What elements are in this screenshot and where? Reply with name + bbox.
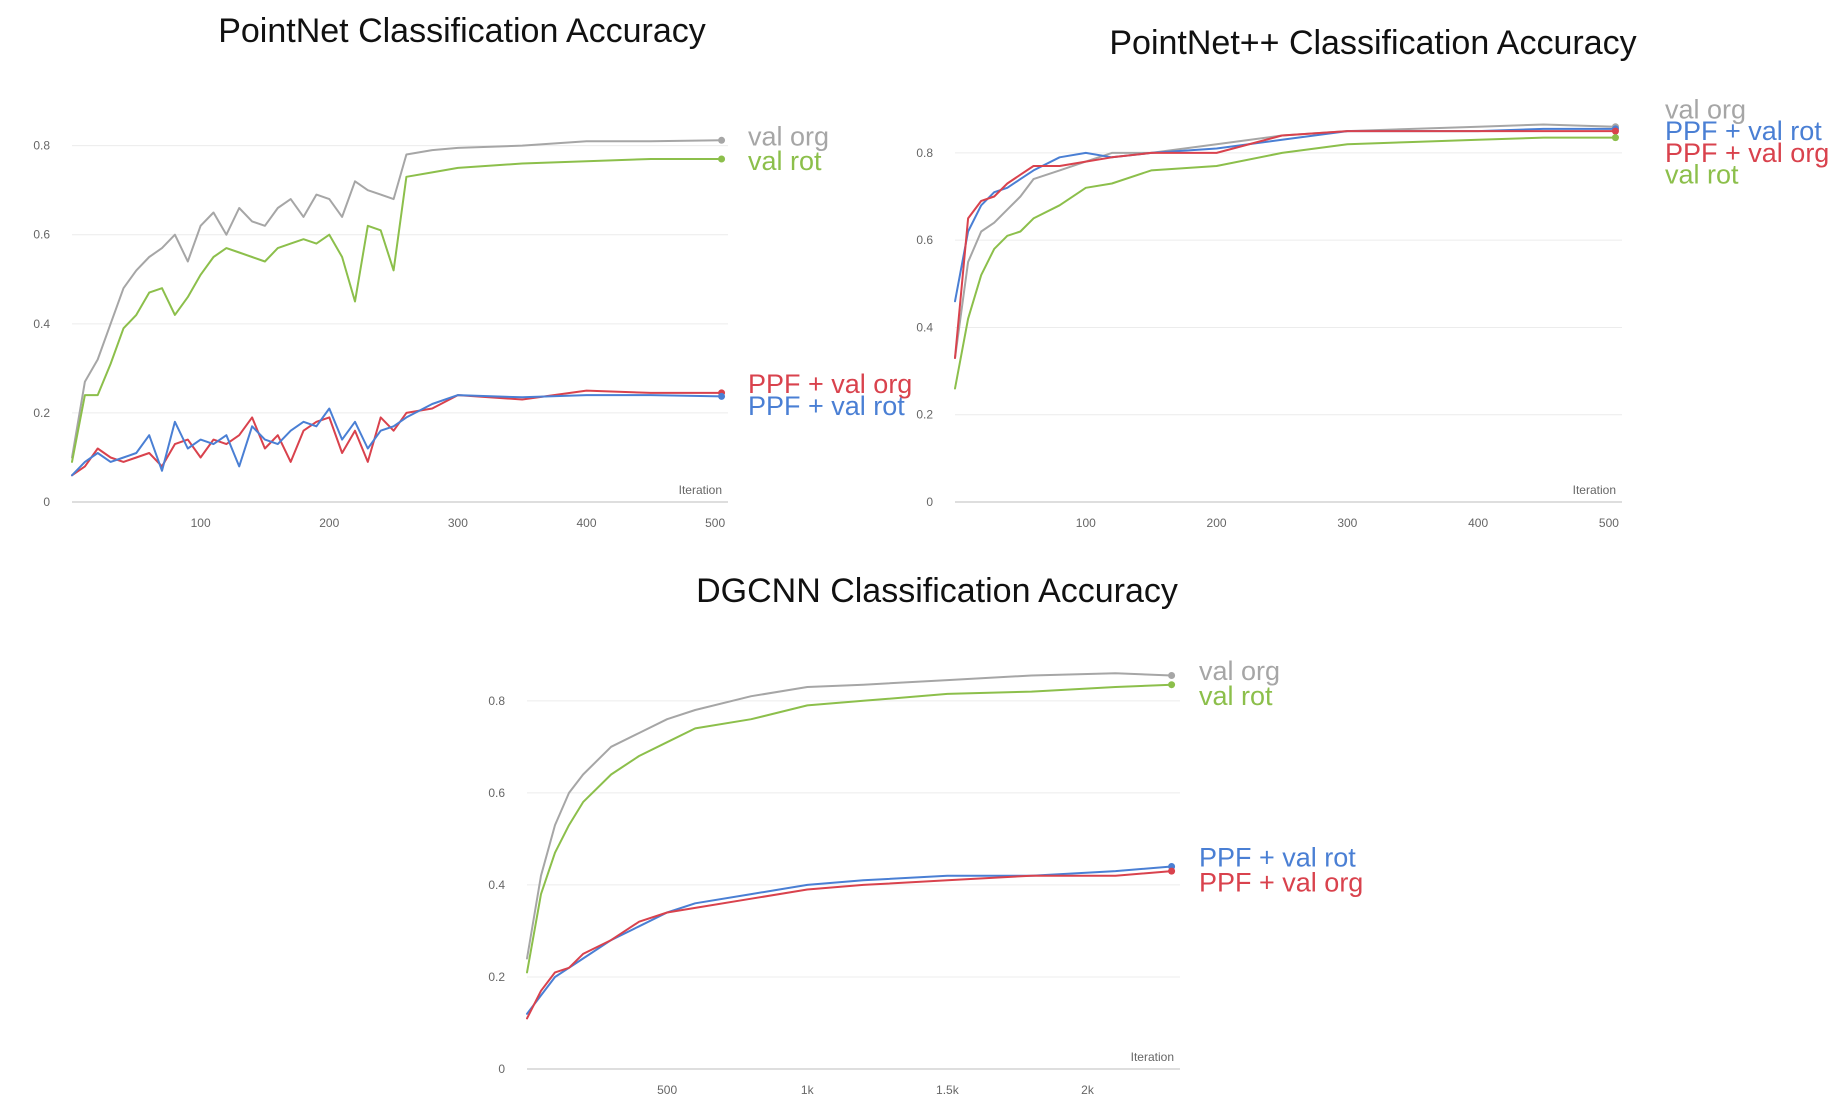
x-axis-label: Iteration — [679, 483, 722, 497]
series-label: PPF + val rot — [1665, 116, 1822, 146]
series-label: val rot — [748, 146, 822, 176]
series-end-marker — [718, 392, 726, 400]
chart-title: PointNet Classification Accuracy — [218, 12, 706, 50]
series-line — [954, 123, 1617, 359]
series-end-marker — [1611, 134, 1619, 142]
series-line — [954, 130, 1617, 359]
series-line — [526, 865, 1173, 1015]
series-line — [71, 139, 723, 459]
x-tick-label: 300 — [1337, 516, 1357, 530]
series-end-marker — [1611, 127, 1619, 135]
y-tick-label: 0.2 — [33, 406, 50, 420]
x-tick-label: 400 — [1468, 516, 1488, 530]
chart-3: DGCNN Classification Accuracy 0 0.2 0.4 0.6 0… — [488, 572, 1363, 1097]
series-end-marker — [718, 155, 726, 163]
series-label: PPF + val rot — [748, 391, 905, 421]
series-end-marker — [1168, 681, 1176, 689]
series-line — [71, 158, 723, 463]
series-line — [954, 127, 1617, 303]
chart-1: PointNet Classification Accuracy 0 0.2 0.4 0… — [33, 12, 912, 530]
chart-title: PointNet++ Classification Accuracy — [1109, 24, 1636, 62]
x-tick-label: 2k — [1081, 1083, 1095, 1097]
x-axis-label: Iteration — [1131, 1050, 1174, 1064]
x-tick-label: 500 — [657, 1083, 677, 1097]
y-tick-label: 0.4 — [488, 878, 505, 892]
series-line — [526, 672, 1173, 960]
y-tick-label: 0.2 — [488, 970, 505, 984]
y-tick-label: 0.4 — [33, 317, 50, 331]
x-tick-label: 200 — [319, 516, 339, 530]
series-label: PPF + val rot — [1199, 842, 1356, 872]
x-tick-label: 1k — [801, 1083, 815, 1097]
y-tick-label: 0 — [926, 495, 933, 509]
x-tick-label: 100 — [191, 516, 211, 530]
y-tick-label: 0 — [43, 495, 50, 509]
series-label: val rot — [1199, 681, 1273, 711]
series-label: val org — [748, 122, 829, 152]
y-tick-label: 0.8 — [916, 146, 933, 160]
x-tick-label: 400 — [576, 516, 596, 530]
y-tick-label: 0.4 — [916, 320, 933, 334]
series-line — [71, 389, 723, 477]
y-tick-label: 0.6 — [916, 233, 933, 247]
y-tick-label: 0.8 — [488, 694, 505, 708]
series-end-marker — [1168, 672, 1176, 680]
x-tick-label: 200 — [1207, 516, 1227, 530]
series-end-marker — [1168, 867, 1176, 875]
series-label: val org — [1665, 94, 1746, 124]
series-label: val org — [1199, 656, 1280, 686]
series-line — [526, 870, 1173, 1020]
series-label: val rot — [1665, 160, 1739, 190]
series-label: PPF + val org — [748, 369, 912, 399]
chart-2: PointNet++ Classification Accuracy 0 0.2 0.… — [916, 24, 1829, 530]
y-tick-label: 0.6 — [33, 228, 50, 242]
series-line — [71, 394, 723, 477]
x-tick-label: 500 — [705, 516, 725, 530]
y-tick-label: 0 — [498, 1062, 505, 1076]
series-line — [954, 136, 1617, 390]
x-axis-label: Iteration — [1573, 483, 1616, 497]
y-tick-label: 0.6 — [488, 786, 505, 800]
x-tick-label: 300 — [448, 516, 468, 530]
series-label: PPF + val org — [1199, 868, 1363, 898]
series-label: PPF + val org — [1665, 138, 1829, 168]
chart-title: DGCNN Classification Accuracy — [696, 572, 1178, 610]
x-tick-label: 500 — [1599, 516, 1619, 530]
y-tick-label: 0.8 — [33, 139, 50, 153]
x-tick-label: 1.5k — [936, 1083, 960, 1097]
series-end-marker — [718, 136, 726, 144]
y-tick-label: 0.2 — [916, 408, 933, 422]
series-line — [526, 683, 1173, 974]
x-tick-label: 100 — [1076, 516, 1096, 530]
